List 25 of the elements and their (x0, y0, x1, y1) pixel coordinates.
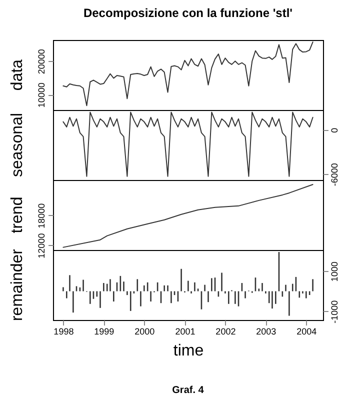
chart-title: Decomposizione con la funzione 'stl' (83, 6, 293, 20)
y-axis-title: data (9, 59, 26, 91)
line-series (62, 184, 314, 248)
y-tick-label: 20000 (36, 49, 46, 74)
y-tick-label: 12000 (36, 233, 46, 258)
y-tick-label: 1000 (330, 262, 340, 282)
x-tick-label: 2000 (134, 326, 155, 336)
line-series (62, 112, 314, 177)
x-tick-label: 2003 (256, 326, 276, 336)
x-tick-label: 2001 (175, 326, 196, 336)
y-tick-label: 18000 (36, 203, 46, 228)
x-axis-title: time (173, 342, 204, 360)
y-tick-label: -6000 (330, 163, 340, 186)
y-axis-title: remainder (9, 248, 26, 322)
y-tick-label: 0 (330, 128, 340, 133)
x-tick-label: 2004 (296, 326, 317, 336)
line-series (62, 42, 314, 106)
x-tick-label: 1999 (94, 326, 114, 336)
x-tick-label: 2002 (216, 326, 236, 336)
text: Graf. 4 (172, 385, 204, 396)
y-axis-title: trend (9, 196, 26, 234)
y-tick-label: 10000 (36, 82, 46, 108)
y-tick-label: -1000 (330, 300, 340, 324)
x-tick-label: 1998 (54, 326, 74, 336)
y-axis-title: seasonal (9, 112, 26, 178)
